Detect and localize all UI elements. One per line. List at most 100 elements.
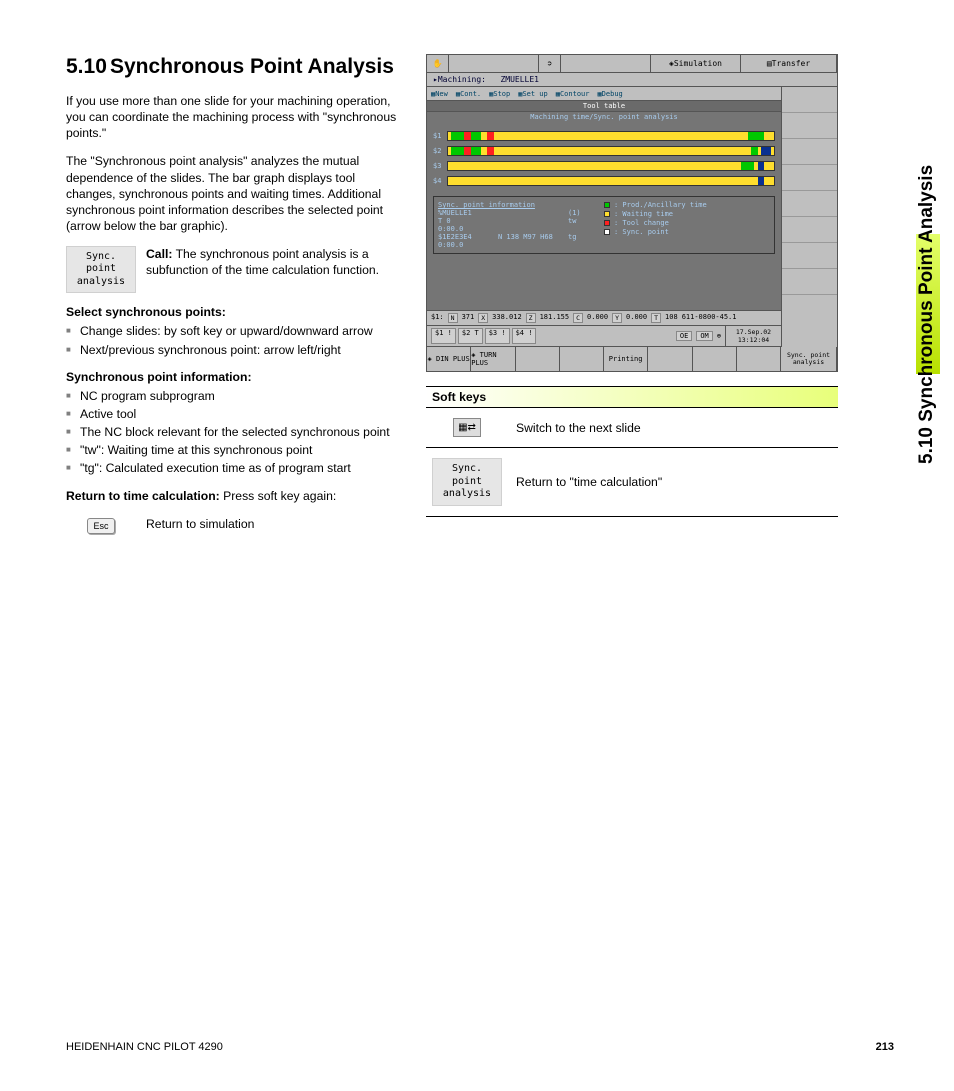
status-item: Z [526, 313, 536, 323]
footer-page: 213 [876, 1041, 894, 1053]
select-heading: Select synchronous points: [66, 305, 406, 319]
globe-icon[interactable]: ⊕ [717, 332, 721, 340]
footer: HEIDENHAIN CNC PILOT 4290 213 [66, 1041, 894, 1053]
switch-desc: Switch to the next slide [516, 421, 641, 435]
bar-row: $1 [433, 131, 775, 141]
toggle-om[interactable]: OM [696, 331, 712, 341]
tab-debug[interactable]: ▦Debug [597, 90, 622, 98]
slide-btn[interactable]: $4 ! [512, 328, 537, 344]
bar-row: $4 [433, 176, 775, 186]
chart-area: $1 $2 $3 $4 Sync. point information%MUELLE1… [427, 122, 781, 310]
esc-key-wrap: Esc [66, 516, 136, 534]
bottom-cell-5[interactable] [648, 347, 692, 371]
softkeys-header: Soft keys [426, 386, 838, 408]
softkey-line2: analysis [73, 276, 129, 289]
bottom-cell-0[interactable]: ◈ DIN PLUS [427, 347, 471, 371]
softrow-sync: Sync. point analysis Return to "time cal… [426, 448, 838, 517]
call-label: Call: [146, 247, 172, 261]
transfer-label: Transfer [772, 59, 811, 68]
slide-btn[interactable]: $2 T [458, 328, 483, 344]
select-list: Change slides: by soft key or upward/dow… [66, 323, 406, 357]
tab-new[interactable]: ▦New [431, 90, 448, 98]
simulation-btn[interactable]: ◈ Simulation [651, 55, 741, 72]
status-item: $1: [431, 313, 444, 323]
status-row-1: $1:N371X338.012Z181.155C0.000Y0.000T1086… [427, 310, 781, 326]
toggle-oe[interactable]: OE [676, 331, 692, 341]
slide-btn[interactable]: $1 ! [431, 328, 456, 344]
sb-2[interactable] [782, 113, 837, 139]
tab-stop[interactable]: ▦Stop [489, 90, 510, 98]
return-heading: Return to time calculation: [66, 489, 220, 503]
bottom-sync[interactable]: Sync. point analysis [781, 347, 837, 371]
sc-top-bar: ✋ ➲ ◈ Simulation ▤ Transfer [427, 55, 837, 73]
sb-6[interactable] [782, 217, 837, 243]
bar [447, 161, 775, 171]
date-val: 17.Sep.02 [726, 328, 781, 336]
list-item: Next/previous synchronous point: arrow l… [66, 342, 406, 358]
footer-left: HEIDENHAIN CNC PILOT 4290 [66, 1041, 223, 1053]
tab-cont.[interactable]: ▦Cont. [456, 90, 481, 98]
sync-icon: Sync. point analysis [432, 458, 502, 506]
switch-slide-icon: ▦⇄ [432, 418, 502, 437]
sb-1[interactable] [782, 87, 837, 113]
softkeys-section: Soft keys ▦⇄ Switch to the next slide Sy… [426, 386, 838, 517]
bar-label: $2 [433, 147, 447, 155]
sb-8[interactable] [782, 269, 837, 295]
slide-btn[interactable]: $3 ! [485, 328, 510, 344]
info-box: Sync. point information%MUELLE1(1)T 0tw … [433, 196, 775, 254]
bottom-cell-3[interactable] [560, 347, 604, 371]
softkey-line1: Sync. point [73, 251, 129, 276]
top-spacer1 [449, 55, 539, 72]
time-val: 13:12:04 [726, 336, 781, 344]
esc-text: Return to simulation [146, 516, 254, 532]
top-spacer2 [561, 55, 651, 72]
sc-sidebar [781, 87, 837, 347]
status-item: 338.012 [492, 313, 522, 323]
info-list: NC program subprogramActive toolThe NC b… [66, 388, 406, 476]
list-item: "tg": Calculated execution time as of pr… [66, 460, 406, 476]
screenshot: ✋ ➲ ◈ Simulation ▤ Transfer ▸ Machining:… [426, 54, 838, 372]
bottom-cell-1[interactable]: ◈ TURN PLUS [471, 347, 515, 371]
list-item: The NC block relevant for the selected s… [66, 424, 406, 440]
bar-row: $3 [433, 161, 775, 171]
status-item: N [448, 313, 458, 323]
sc-bottom-row: ◈ DIN PLUS◈ TURN PLUS Printing Sync. point… [427, 347, 837, 371]
call-body: The synchronous point analysis is a subf… [146, 247, 379, 277]
sync-desc: Return to "time calculation" [516, 475, 662, 489]
page-heading: 5.10Synchronous Point Analysis [66, 54, 406, 79]
bar-label: $4 [433, 177, 447, 185]
sc-machining-row: ▸ Machining: ZMUELLE1 [427, 73, 837, 87]
bottom-cell-7[interactable] [737, 347, 781, 371]
sb-7[interactable] [782, 243, 837, 269]
machining-value: ZMUELLE1 [500, 75, 539, 84]
bar-row: $2 [433, 146, 775, 156]
status-item: Y [612, 313, 622, 323]
sync-l2: analysis [439, 488, 495, 501]
sb-4[interactable] [782, 165, 837, 191]
sync-l1: Sync. point [439, 463, 495, 488]
list-item: NC program subprogram [66, 388, 406, 404]
return-text: Press soft key again: [220, 489, 337, 503]
datetime-box: 17.Sep.02 13:12:04 [725, 326, 781, 346]
return-line: Return to time calculation: Press soft k… [66, 488, 406, 504]
transfer-btn[interactable]: ▤ Transfer [741, 55, 837, 72]
tab-set up[interactable]: ▦Set up [518, 90, 548, 98]
para-1: If you use more than one slide for your … [66, 93, 406, 141]
info-heading: Synchronous point information: [66, 370, 406, 384]
hand-icon[interactable]: ✋ [427, 55, 449, 72]
status-item: 371 [462, 313, 475, 323]
tab-contour[interactable]: ▦Contour [556, 90, 590, 98]
status-item: T [651, 313, 661, 323]
bar [447, 131, 775, 141]
sb-5[interactable] [782, 191, 837, 217]
heading-title: Synchronous Point Analysis [110, 55, 394, 78]
status-row-2: $1 !$2 T$3 !$4 ! OE OM ⊕ 17.Sep.02 13:12… [427, 326, 781, 347]
bottom-cell-4[interactable]: Printing [604, 347, 648, 371]
bottom-cell-2[interactable] [516, 347, 560, 371]
bottom-cell-6[interactable] [693, 347, 737, 371]
status-item: X [478, 313, 488, 323]
door-icon[interactable]: ➲ [539, 55, 561, 72]
status-item: 0.000 [626, 313, 647, 323]
sb-3[interactable] [782, 139, 837, 165]
heading-number: 5.10 [66, 54, 110, 79]
